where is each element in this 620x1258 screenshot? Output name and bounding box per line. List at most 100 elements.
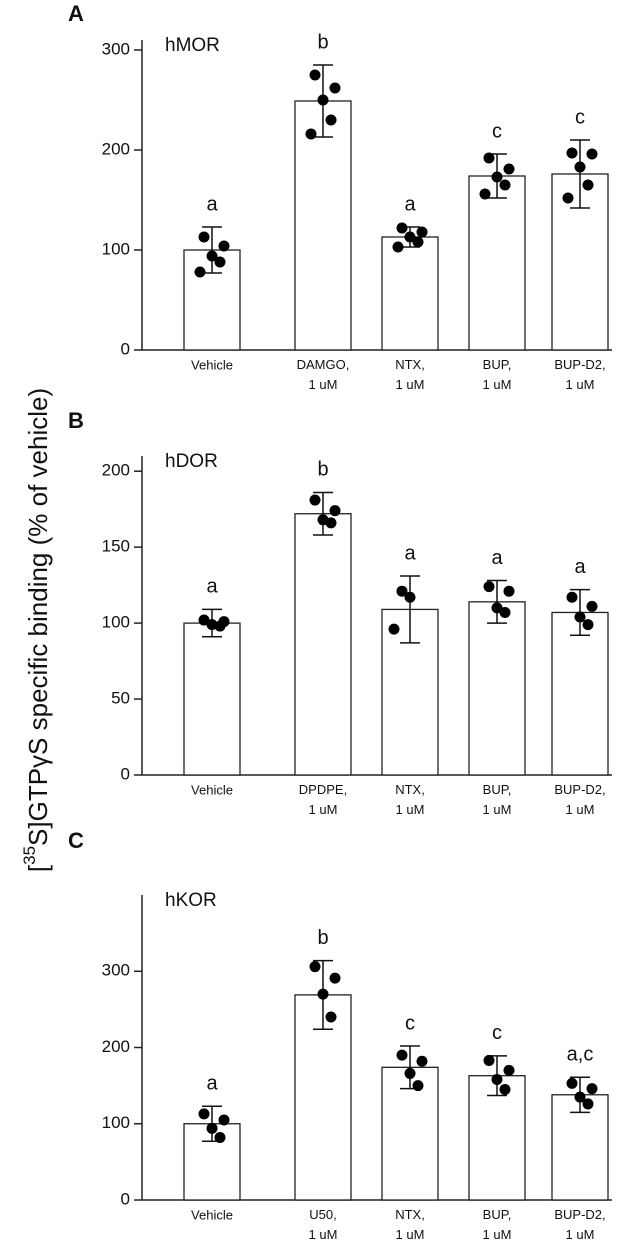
- x-tick-label: Vehicle: [191, 1207, 233, 1222]
- data-point: [582, 179, 594, 191]
- data-point: [479, 188, 491, 200]
- significance-letter: a: [491, 547, 503, 569]
- panel-title: hMOR: [165, 35, 220, 56]
- data-point: [412, 236, 424, 248]
- significance-letter: c: [492, 1022, 502, 1044]
- y-tick-label: 300: [102, 39, 130, 58]
- y-tick-label: 200: [102, 139, 130, 158]
- data-point: [214, 1131, 226, 1143]
- x-tick-label: NTX, 1 uM: [395, 1207, 425, 1242]
- error-bar: [570, 139, 590, 209]
- x-tick-label: U50, 1 uM: [309, 1207, 338, 1242]
- panel-label: A: [68, 1, 84, 26]
- significance-letter: a: [206, 193, 218, 215]
- panel-label: C: [68, 828, 84, 853]
- data-point: [582, 1098, 594, 1110]
- significance-letter: a: [404, 542, 416, 564]
- data-point: [566, 1077, 578, 1089]
- x-tick-label: BUP-D2, 1 uM: [554, 357, 605, 392]
- data-point: [329, 505, 341, 517]
- data-point: [586, 148, 598, 160]
- data-point: [309, 69, 321, 81]
- data-point: [503, 163, 515, 175]
- y-tick-label: 100: [102, 239, 130, 258]
- data-point: [194, 266, 206, 278]
- y-tick-label: 100: [102, 1113, 130, 1132]
- data-point: [499, 606, 511, 618]
- data-point: [503, 1064, 515, 1076]
- bar: [468, 175, 526, 351]
- bar: [551, 611, 609, 776]
- data-point: [483, 152, 495, 164]
- data-point: [574, 611, 586, 623]
- data-point: [309, 961, 321, 973]
- significance-letter: c: [492, 120, 502, 142]
- significance-letter: a,c: [567, 1044, 594, 1066]
- bar: [468, 601, 526, 776]
- error-bar: [487, 579, 507, 624]
- data-point: [586, 600, 598, 612]
- data-point: [317, 988, 329, 1000]
- significance-letter: a: [206, 1072, 218, 1094]
- data-point: [404, 591, 416, 603]
- data-point: [325, 114, 337, 126]
- panel-title: hKOR: [165, 890, 217, 911]
- panel-label: B: [68, 408, 84, 433]
- bar: [381, 1066, 439, 1201]
- data-point: [491, 171, 503, 183]
- data-point: [218, 240, 230, 252]
- data-point: [491, 602, 503, 614]
- error-bar: [313, 491, 333, 536]
- significance-letter: b: [317, 459, 328, 481]
- x-tick-label: DAMGO, 1 uM: [297, 357, 350, 392]
- y-tick-label: 300: [102, 961, 130, 980]
- bar: [294, 513, 352, 776]
- x-tick-label: BUP, 1 uM: [483, 357, 512, 392]
- data-point: [412, 1080, 424, 1092]
- x-tick-label: Vehicle: [191, 357, 233, 372]
- data-point: [404, 1067, 416, 1079]
- significance-letter: b: [317, 31, 328, 53]
- data-point: [214, 620, 226, 632]
- error-bar: [400, 575, 420, 644]
- significance-letter: a: [574, 556, 586, 578]
- y-tick-label: 0: [121, 1189, 130, 1208]
- data-point: [566, 147, 578, 159]
- x-tick-label: NTX, 1 uM: [395, 782, 425, 817]
- data-point: [325, 517, 337, 529]
- x-tick-label: BUP-D2, 1 uM: [554, 1207, 605, 1242]
- data-point: [499, 179, 511, 191]
- data-point: [198, 614, 210, 626]
- data-point: [566, 591, 578, 603]
- y-tick-label: 0: [121, 339, 130, 358]
- data-point: [416, 226, 428, 238]
- data-point: [396, 222, 408, 234]
- significance-letter: a: [404, 193, 416, 215]
- x-tick-label: BUP, 1 uM: [483, 1207, 512, 1242]
- significance-letter: a: [206, 576, 218, 598]
- data-point: [499, 1083, 511, 1095]
- data-point: [317, 94, 329, 106]
- data-point: [483, 581, 495, 593]
- y-tick-label: 200: [102, 1037, 130, 1056]
- data-point: [329, 82, 341, 94]
- data-point: [198, 1108, 210, 1120]
- significance-letter: c: [575, 106, 585, 128]
- data-point: [329, 972, 341, 984]
- data-point: [503, 585, 515, 597]
- y-tick-label: 200: [102, 461, 130, 480]
- bar: [294, 100, 352, 351]
- data-point: [309, 494, 321, 506]
- y-tick-label: 100: [102, 613, 130, 632]
- y-axis-label: [35S]GTPγS specific binding (% of vehicl…: [20, 388, 52, 872]
- data-point: [392, 241, 404, 253]
- bar: [468, 1075, 526, 1201]
- bar: [381, 236, 439, 351]
- data-point: [206, 1122, 218, 1134]
- significance-letter: c: [405, 1012, 415, 1034]
- x-tick-label: DPDPE, 1 uM: [299, 782, 347, 817]
- data-point: [396, 1049, 408, 1061]
- data-point: [586, 1083, 598, 1095]
- panel-title: hDOR: [165, 451, 218, 472]
- data-point: [218, 1114, 230, 1126]
